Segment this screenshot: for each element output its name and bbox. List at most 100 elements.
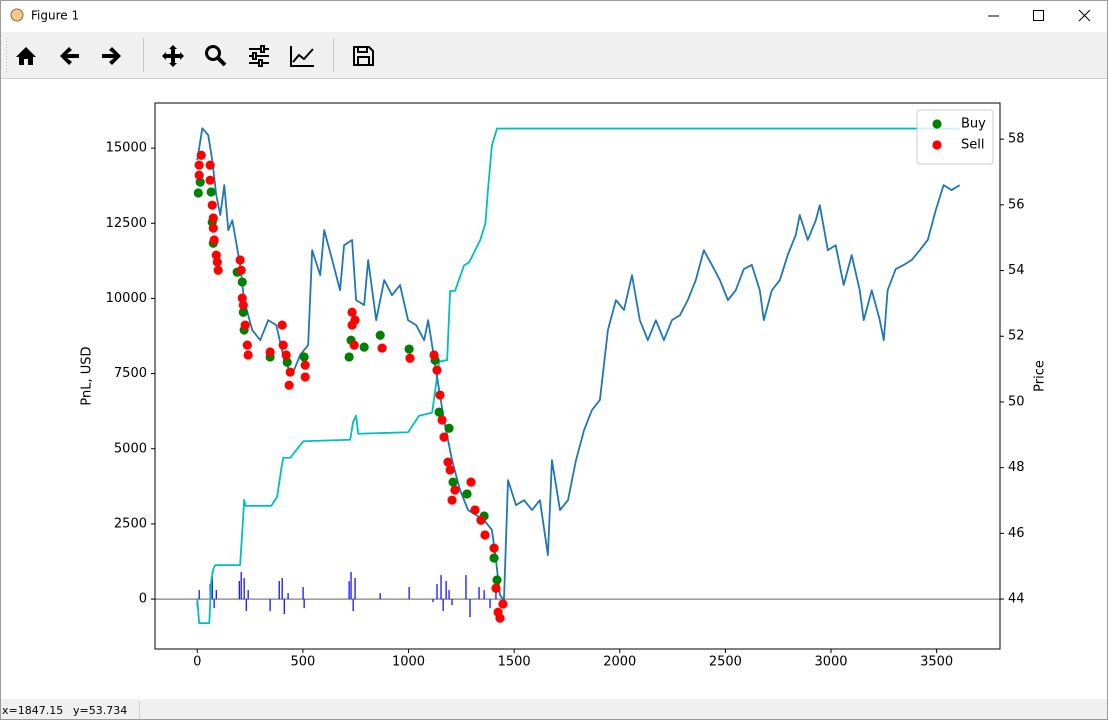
scatter-point <box>498 599 508 609</box>
y-tick-label: 2500 <box>114 516 147 531</box>
trade-bar <box>287 593 289 600</box>
status-x: x=1847.15 <box>2 704 63 717</box>
scatter-point <box>237 277 247 287</box>
scatter-point <box>444 423 454 433</box>
x-tick-label: 1500 <box>498 655 531 670</box>
y2-tick-label: 50 <box>1008 394 1025 409</box>
scatter-point <box>450 485 460 495</box>
trade-bar <box>354 578 356 600</box>
scatter-point <box>491 583 501 593</box>
slider-knob <box>252 52 257 60</box>
configure-button[interactable] <box>249 45 269 67</box>
scatter-point <box>205 175 215 185</box>
scatter-point <box>437 415 447 425</box>
trade-bar <box>440 575 442 600</box>
scatter-point <box>405 353 415 363</box>
scatter-point <box>212 257 222 267</box>
x-tick-label: 2000 <box>603 655 636 670</box>
curve-icon <box>292 48 314 63</box>
scatter-point <box>432 365 442 375</box>
scatter-point <box>193 188 203 198</box>
forward-button[interactable] <box>102 47 121 65</box>
scatter-point <box>242 340 252 350</box>
scatter-point <box>359 342 369 352</box>
save-button[interactable] <box>353 46 374 66</box>
legend-marker <box>932 140 942 150</box>
close-button[interactable] <box>1078 9 1091 22</box>
scatter-point <box>429 350 439 360</box>
trade-bar <box>478 587 480 600</box>
scatter-point <box>344 352 354 362</box>
scatter-point <box>277 320 287 330</box>
trade-bar <box>442 599 444 612</box>
x-tick-label: 500 <box>290 655 315 670</box>
scatter-point <box>281 350 291 360</box>
trade-bar <box>348 581 350 600</box>
status-background <box>0 699 1108 720</box>
scatter-point <box>470 505 480 515</box>
edit-axis-button[interactable] <box>290 46 314 67</box>
trade-bar <box>350 572 352 600</box>
trade-bar <box>215 590 217 600</box>
trade-bar <box>489 599 491 609</box>
scatter-point <box>439 432 449 442</box>
y-tick-label: 0 <box>139 592 147 607</box>
series-line <box>196 127 961 601</box>
axes: PnL, USD Price 0 500 1000 1500 2000 2500 3000 3… <box>80 102 1048 670</box>
trade-bar <box>211 572 213 600</box>
series-line <box>196 127 960 625</box>
scatter-point <box>492 575 502 585</box>
trade-bar <box>281 578 283 600</box>
scatter-point <box>445 465 455 475</box>
scatter-point <box>206 187 216 197</box>
disk-shutter <box>357 46 368 53</box>
title-bar: Figure 1 <box>10 8 1091 23</box>
x-tick-label: 3500 <box>920 655 953 670</box>
trade-bar <box>379 593 381 600</box>
scatter-point <box>278 340 288 350</box>
y2-axis-label: Price <box>1033 360 1048 392</box>
pan-button[interactable] <box>162 45 184 67</box>
scatter-point <box>495 613 505 623</box>
zoom-handle <box>216 56 227 67</box>
scatter-point <box>480 530 490 540</box>
x-tick-label: 1000 <box>392 655 425 670</box>
axes-frame <box>154 102 1001 650</box>
y2-tick-label: 44 <box>1008 592 1025 607</box>
trade-bar <box>213 599 215 609</box>
trade-bar <box>283 599 285 615</box>
maximize-button[interactable] <box>1033 10 1044 21</box>
scatter-point <box>238 300 248 310</box>
trade-bar <box>451 599 453 606</box>
y2-tick-label: 48 <box>1008 460 1025 475</box>
y2-tick-label: 54 <box>1008 263 1025 278</box>
y2-tick-label: 46 <box>1008 526 1025 541</box>
legend-marker <box>932 119 942 129</box>
scatter-point <box>243 350 253 360</box>
trade-bar <box>483 590 485 600</box>
scatter-point <box>434 407 444 417</box>
scatter-point <box>265 347 275 357</box>
legend-label: Sell <box>961 138 984 153</box>
scatter-point <box>349 340 359 350</box>
trade-bar <box>302 587 304 600</box>
scatter-point <box>299 352 309 362</box>
zoom-button[interactable] <box>205 45 227 67</box>
toolbar <box>0 32 1108 79</box>
scatter-point <box>238 307 248 317</box>
scatter-point <box>447 495 457 505</box>
trade-bar <box>445 581 447 600</box>
back-button[interactable] <box>60 47 79 65</box>
scatter-point <box>194 160 204 170</box>
trade-bar <box>408 587 410 600</box>
scatter-point <box>350 315 360 325</box>
scatter-point <box>347 307 357 317</box>
scatter-point <box>448 477 458 487</box>
status-y: y=53.734 <box>73 704 127 717</box>
scatter-point <box>435 390 445 400</box>
slider-knob <box>260 45 265 53</box>
scatter-point <box>466 477 476 487</box>
home-button[interactable] <box>16 47 36 65</box>
